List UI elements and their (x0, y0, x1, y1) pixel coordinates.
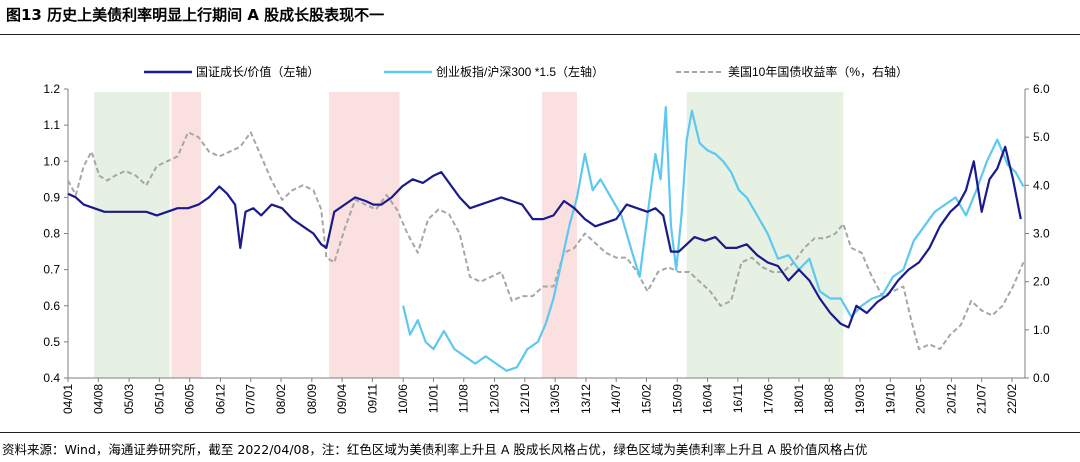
x-tick-label: 14/07 (609, 384, 623, 414)
x-tick-label: 19/10 (883, 384, 897, 414)
x-tick-label: 20/05 (914, 384, 928, 414)
legend: 国证成长/价值（左轴） 创业板指/沪深300 *1.5（左轴） 美国10年国债收… (144, 64, 908, 79)
right-tick-label: 2.0 (1033, 275, 1050, 289)
x-tick-label: 09/11 (365, 384, 379, 413)
legend-label-growth-value: 国证成长/价值（左轴） (196, 64, 319, 79)
x-tick-label: 16/11 (731, 384, 745, 413)
left-tick-label: 0.6 (43, 299, 60, 313)
x-tick-label: 07/07 (244, 384, 258, 414)
line-ust10y (67, 131, 1025, 351)
right-tick-label: 5.0 (1033, 130, 1050, 144)
left-tick-label: 0.9 (43, 190, 60, 204)
left-tick-label: 0.4 (43, 371, 60, 385)
x-tick-label: 16/04 (701, 384, 715, 414)
x-tick-label: 09/04 (335, 384, 349, 414)
x-tick-label: 15/09 (670, 384, 684, 414)
right-tick-label: 0.0 (1033, 371, 1050, 385)
shaded-region-green-0 (94, 92, 170, 378)
title-divider (0, 34, 1080, 35)
x-tick-label: 06/12 (213, 384, 227, 414)
x-tick-label: 05/10 (152, 384, 166, 414)
x-tick-label: 19/03 (853, 384, 867, 414)
x-tick-label: 11/08 (457, 384, 471, 413)
legend-label-ust10y: 美国10年国债收益率（%，右轴） (728, 64, 908, 79)
shaded-regions (94, 92, 844, 378)
right-tick-label: 1.0 (1033, 323, 1050, 337)
left-tick-label: 1.1 (43, 118, 60, 132)
right-tick-label: 6.0 (1033, 82, 1050, 96)
chart: 0.4 0.5 0.6 0.7 0.8 0.9 1.0 1.1 1.2 0.0 1.0 2.0 3.0 4… (43, 64, 1050, 414)
left-tick-label: 1.2 (43, 82, 60, 96)
line-chinext-hs300 (402, 105, 1025, 372)
line-growth-value (67, 145, 1022, 329)
x-tick-label: 11/01 (426, 384, 440, 413)
legend-label-chinext: 创业板指/沪深300 *1.5（左轴） (436, 64, 604, 79)
x-tick-label: 04/01 (61, 384, 75, 414)
x-tick-label: 22/02 (1005, 384, 1019, 414)
x-tick-label: 18/08 (822, 384, 836, 414)
figure-title: 图13 历史上美债利率明显上行期间 A 股成长股表现不一 (6, 6, 385, 24)
x-tick-label: 08/09 (305, 384, 319, 414)
shaded-region-green-4 (686, 92, 844, 378)
source-note: 资料来源：Wind，海通证券研究所，截至 2022/04/08，注：红色区域为美… (2, 442, 868, 457)
x-tick-label: 15/02 (639, 384, 653, 414)
x-tick-label: 10/06 (396, 384, 410, 414)
x-tick-label: 17/06 (762, 384, 776, 414)
x-tick-label: 08/02 (274, 384, 288, 414)
left-tick-label: 0.7 (43, 263, 60, 277)
x-tick-label: 06/05 (183, 384, 197, 414)
x-tick-label: 04/08 (91, 384, 105, 414)
left-tick-label: 1.0 (43, 154, 60, 168)
series-lines (67, 105, 1025, 372)
right-tick-label: 3.0 (1033, 227, 1050, 241)
shaded-region-red-1 (171, 92, 202, 378)
x-tick-label: 12/03 (488, 384, 502, 414)
left-tick-label: 0.5 (43, 335, 60, 349)
x-tick-label: 13/05 (548, 384, 562, 414)
footer-divider (0, 432, 1080, 433)
x-tick-label: 20/12 (944, 384, 958, 414)
axes: 0.4 0.5 0.6 0.7 0.8 0.9 1.0 1.1 1.2 0.0 1.0 2.0 3.0 4… (43, 82, 1050, 414)
left-tick-label: 0.8 (43, 227, 60, 241)
shaded-region-red-3 (542, 92, 578, 378)
x-tick-label: 18/01 (792, 384, 806, 414)
shaded-region-red-2 (329, 92, 400, 378)
x-tick-label: 21/07 (975, 384, 989, 414)
x-tick-label: 13/12 (579, 384, 593, 414)
x-tick-label: 12/10 (518, 384, 532, 414)
x-tick-label: 05/03 (122, 384, 136, 414)
right-tick-label: 4.0 (1033, 178, 1050, 192)
